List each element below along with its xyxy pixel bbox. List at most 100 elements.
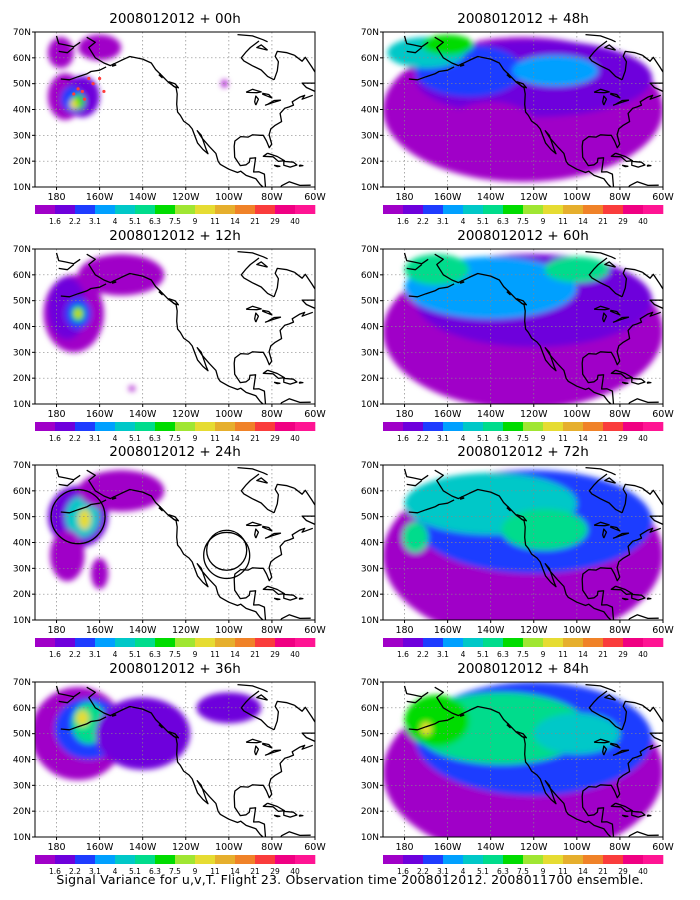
coastline	[642, 704, 663, 724]
colorbar-label: 14	[578, 650, 588, 659]
colorbar-swatch	[403, 205, 424, 214]
coastline	[279, 398, 311, 404]
x-tick-label: 80W	[261, 625, 283, 636]
coastline	[298, 164, 304, 167]
panel-title: 2008012012 + 36h	[109, 661, 241, 677]
colorbar-label: 5.1	[129, 650, 141, 659]
x-tick-label: 140W	[129, 842, 157, 853]
variance-contour	[404, 254, 470, 286]
panel-title: 2008012012 + 00h	[109, 11, 241, 27]
colorbar-label: 21	[598, 434, 608, 443]
y-tick-label: 30N	[361, 131, 379, 141]
map-panel: 2008012012 + 00h 10N 20N 30N 40N 50N 60N 70N 180…	[13, 11, 327, 226]
colorbar-label: 7.5	[169, 217, 181, 226]
coastline	[233, 311, 314, 404]
colorbar-label: 5.1	[129, 217, 141, 226]
colorbar-label: 6.3	[149, 217, 161, 226]
x-tick-label: 100W	[563, 192, 591, 203]
coastline	[646, 814, 652, 817]
coastline	[516, 513, 528, 522]
coastline	[240, 473, 275, 514]
colorbar-swatch	[195, 638, 216, 647]
colorbar-swatch	[623, 855, 644, 864]
x-tick-label: 120W	[520, 625, 548, 636]
y-tick-label: 70N	[13, 678, 31, 688]
colorbar-swatch	[55, 638, 76, 647]
y-tick-label: 20N	[13, 374, 31, 384]
colorbar-label: 6.3	[149, 434, 161, 443]
colorbar-swatch	[175, 855, 196, 864]
coastline	[403, 685, 429, 698]
colorbar-swatch	[483, 855, 504, 864]
coastline	[434, 253, 612, 404]
colorbar-label: 6.3	[149, 867, 161, 876]
colorbar-label: 11	[210, 650, 220, 659]
colorbar-swatch	[523, 205, 544, 214]
y-tick-label: 60N	[361, 487, 379, 497]
y-tick-label: 10N	[13, 183, 31, 193]
colorbar-swatch	[523, 422, 544, 431]
variance-field	[35, 687, 262, 781]
colorbar-swatch	[403, 855, 424, 864]
colorbar-label: 2.2	[69, 217, 81, 226]
colorbar-label: 7.5	[169, 650, 181, 659]
colorbar-label: 21	[598, 867, 608, 876]
colorbar-swatch	[195, 205, 216, 214]
variance-contour	[78, 508, 91, 530]
coastline	[408, 283, 455, 298]
variance-contour	[75, 710, 89, 726]
coastline	[604, 694, 617, 701]
y-tick-label: 30N	[361, 564, 379, 574]
coastline	[60, 283, 107, 298]
colorbar-label: 4	[113, 867, 118, 876]
variance-contour	[95, 697, 191, 770]
map-area	[35, 249, 315, 404]
y-tick-label: 50N	[361, 730, 379, 740]
colorbar-label: 3.1	[437, 434, 449, 443]
coastline	[273, 483, 295, 514]
map-panel: 2008012012 + 84h 10N 20N 30N 40N 50N 60N 70N 180…	[361, 661, 675, 876]
coastline	[273, 597, 281, 601]
colorbar-label: 7.5	[517, 217, 529, 226]
colorbar-swatch	[563, 855, 584, 864]
x-tick-label: 120W	[172, 409, 200, 420]
y-tick-label: 30N	[13, 131, 31, 141]
colorbar-swatch	[195, 855, 216, 864]
colorbar-label: 2.2	[417, 434, 429, 443]
coastline	[245, 521, 262, 527]
coastline	[581, 744, 662, 837]
coastline	[585, 683, 616, 693]
colorbar-label: 5.1	[477, 217, 489, 226]
coastline	[593, 88, 610, 94]
colorbar-label: 5.1	[477, 434, 489, 443]
colorbar-swatch	[543, 855, 564, 864]
colorbar-label: 6.3	[149, 650, 161, 659]
coastline	[245, 738, 262, 744]
coastline	[237, 33, 268, 43]
colorbar-swatch	[235, 422, 256, 431]
coastline	[58, 696, 75, 704]
coastline	[593, 738, 610, 744]
coastline	[261, 92, 273, 99]
y-tick-label: 50N	[13, 513, 31, 523]
coastline	[593, 521, 610, 527]
coastline	[254, 528, 260, 539]
coastline	[612, 316, 630, 323]
colorbar-label: 4	[113, 217, 118, 226]
colorbar-label: 3.1	[89, 650, 101, 659]
colorbar-swatch	[195, 422, 216, 431]
colorbar-swatch	[503, 638, 524, 647]
coastline	[298, 814, 304, 817]
colorbar-swatch	[135, 638, 156, 647]
coastline	[279, 181, 311, 187]
x-tick-label: 100W	[215, 842, 243, 853]
colorbar-label: 14	[230, 434, 240, 443]
colorbar-label: 7.5	[169, 434, 181, 443]
coastline	[506, 290, 511, 296]
colorbar-swatch	[483, 422, 504, 431]
map-area	[35, 682, 315, 837]
coastline	[516, 297, 528, 306]
panel-title: 2008012012 + 12h	[109, 228, 241, 244]
colorbar-label: 3.1	[437, 867, 449, 876]
coastline	[588, 257, 623, 298]
